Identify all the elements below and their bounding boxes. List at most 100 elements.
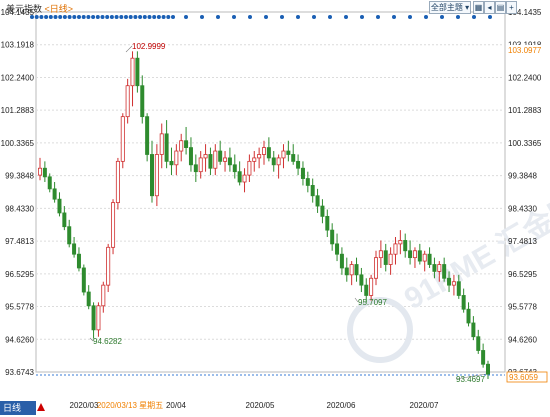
- event-dot[interactable]: [280, 15, 284, 19]
- y-tick-label-left: 102.2400: [1, 73, 35, 82]
- event-dot[interactable]: [440, 15, 444, 19]
- candle-body: [198, 157, 203, 173]
- event-dot[interactable]: [77, 15, 81, 19]
- bottom-period-tab[interactable]: 日线: [0, 401, 36, 415]
- candle-body: [373, 257, 378, 279]
- event-dot[interactable]: [119, 15, 124, 19]
- event-dot[interactable]: [39, 15, 44, 19]
- event-dot[interactable]: [147, 15, 152, 19]
- event-dot[interactable]: [124, 15, 128, 19]
- event-dot[interactable]: [114, 15, 119, 19]
- candles: [38, 51, 490, 380]
- grid-icon[interactable]: ▤: [495, 1, 506, 14]
- candle-body: [364, 284, 369, 296]
- event-dot[interactable]: [142, 15, 147, 19]
- y-tick-label-right: 102.2400: [508, 73, 542, 82]
- y-tick-label-right: 94.6260: [508, 335, 537, 344]
- event-dot[interactable]: [166, 15, 171, 19]
- candle-body: [86, 291, 91, 307]
- event-dot[interactable]: [62, 15, 67, 19]
- candle-body: [149, 154, 154, 197]
- y-axis: 104.1435104.1435103.1918103.1918102.2400…: [1, 8, 542, 377]
- event-dot[interactable]: [53, 15, 58, 19]
- candle-body: [417, 250, 422, 262]
- event-dot[interactable]: [138, 15, 143, 19]
- event-dot[interactable]: [376, 15, 380, 19]
- y-tick-label-right: 100.3365: [508, 139, 542, 148]
- event-dot[interactable]: [456, 15, 460, 19]
- event-dot[interactable]: [109, 15, 114, 19]
- candle-body: [485, 363, 490, 375]
- event-dot[interactable]: [424, 15, 428, 19]
- event-dot[interactable]: [91, 15, 96, 19]
- event-dot[interactable]: [34, 15, 39, 19]
- candle-body: [476, 336, 481, 351]
- event-dot[interactable]: [488, 15, 492, 19]
- event-dot[interactable]: [86, 15, 91, 19]
- candle-body: [344, 267, 349, 276]
- candle-body: [257, 154, 262, 159]
- event-dot[interactable]: [171, 15, 175, 19]
- event-dot[interactable]: [105, 15, 110, 19]
- candle-body: [461, 295, 466, 310]
- period-label[interactable]: <日线>: [44, 4, 74, 14]
- chart-icon[interactable]: ▦: [473, 1, 484, 14]
- candle-body: [111, 202, 116, 248]
- event-dot[interactable]: [200, 15, 204, 19]
- candle-body: [437, 264, 442, 272]
- candle-body: [383, 250, 388, 265]
- candle-body: [266, 147, 271, 159]
- event-dot[interactable]: [328, 15, 332, 19]
- y-tick-label-right: 95.5778: [508, 303, 537, 312]
- candle-body: [47, 176, 52, 190]
- event-dot[interactable]: [152, 15, 157, 19]
- candle-body: [184, 140, 189, 149]
- event-dot[interactable]: [184, 15, 188, 19]
- x-tick-label: 2020/05: [246, 401, 275, 410]
- y-tick-label-left: 104.1435: [1, 8, 35, 17]
- event-dot[interactable]: [248, 15, 252, 19]
- event-dot[interactable]: [100, 15, 105, 19]
- event-dot[interactable]: [312, 15, 316, 19]
- event-dot[interactable]: [48, 15, 53, 19]
- event-dot[interactable]: [232, 15, 236, 19]
- candle-body: [42, 167, 47, 178]
- event-dot[interactable]: [44, 15, 49, 19]
- event-dot[interactable]: [67, 15, 72, 19]
- event-dot[interactable]: [72, 15, 77, 19]
- event-dot[interactable]: [344, 15, 348, 19]
- prev-icon[interactable]: ◂: [484, 1, 495, 14]
- event-dot[interactable]: [472, 15, 476, 19]
- candle-body: [193, 164, 198, 173]
- candle-body: [354, 264, 359, 276]
- event-dot[interactable]: [264, 15, 268, 19]
- zoom-in-icon[interactable]: +: [506, 1, 517, 14]
- event-dot[interactable]: [95, 15, 100, 19]
- y-tick-label-left: 98.4330: [5, 204, 34, 213]
- y-tick-label-left: 97.4813: [5, 237, 34, 246]
- annotation-low: 95.7097: [358, 298, 387, 307]
- watermark-emblem: [347, 297, 413, 363]
- theme-dropdown[interactable]: 全部主题 ▾: [429, 1, 471, 14]
- event-dot[interactable]: [30, 15, 34, 19]
- event-dot[interactable]: [156, 15, 161, 19]
- event-dot[interactable]: [408, 15, 412, 19]
- candle-body: [349, 264, 354, 276]
- y-tick-label-left: 101.2883: [1, 106, 35, 115]
- event-dot[interactable]: [81, 15, 86, 19]
- candle-body: [81, 267, 86, 293]
- event-dot[interactable]: [133, 15, 138, 19]
- event-dot[interactable]: [296, 15, 300, 19]
- up-arrow-icon[interactable]: [37, 403, 45, 411]
- event-dot[interactable]: [360, 15, 364, 19]
- event-dot[interactable]: [58, 15, 63, 19]
- event-dot[interactable]: [216, 15, 220, 19]
- event-dot[interactable]: [128, 15, 133, 19]
- candle-body: [52, 188, 57, 200]
- event-dot[interactable]: [392, 15, 396, 19]
- last-price-box: [506, 371, 548, 383]
- event-dot[interactable]: [161, 15, 166, 19]
- last-price-label: 93.6059: [509, 373, 538, 382]
- y-tick-label-left: 103.1918: [1, 41, 35, 50]
